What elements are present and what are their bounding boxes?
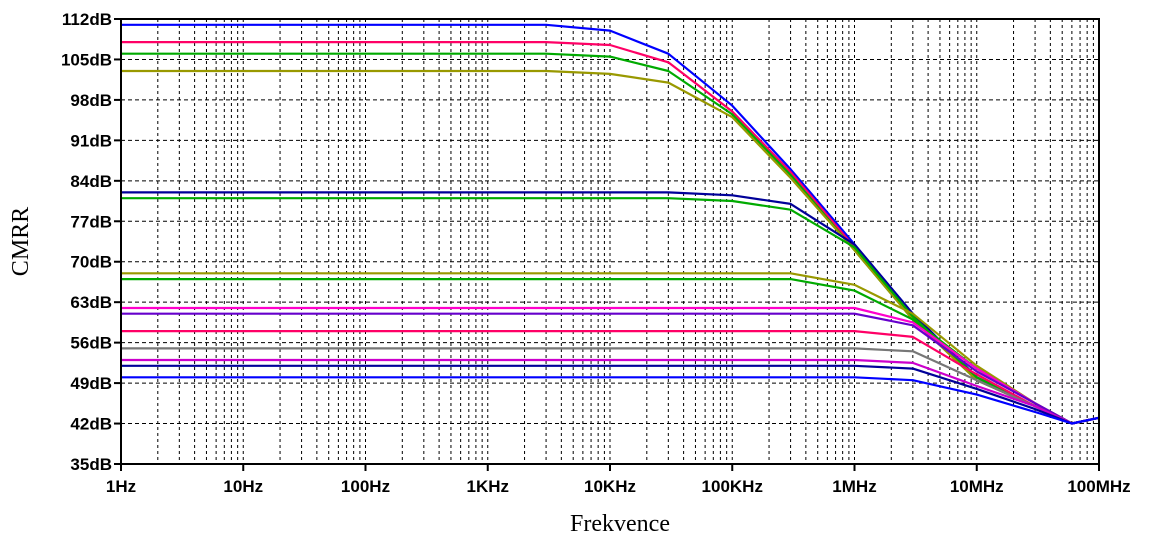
- x-tick-labels: 1Hz 10Hz 100Hz 1KHz 10KHz 100KHz 1MHz 10MHz 100M…: [106, 477, 1131, 496]
- x-tick-label: 100KHz: [702, 477, 763, 496]
- x-tick-label: 1KHz: [466, 477, 509, 496]
- y-tick-labels: 35dB 42dB 49dB 56dB 63dB 70dB 77dB 84dB 91dB 98dB…: [61, 10, 112, 474]
- x-tick-label: 1Hz: [106, 477, 136, 496]
- grid: [121, 19, 1099, 464]
- x-tick-label: 1MHz: [832, 477, 876, 496]
- series-line-15: [121, 376, 1100, 425]
- y-tick-label: 84dB: [70, 172, 112, 191]
- axis-ticks: [114, 18, 1100, 471]
- x-axis-title: Frekvence: [570, 511, 670, 537]
- y-tick-label: 35dB: [70, 455, 112, 474]
- y-tick-label: 91dB: [70, 131, 112, 150]
- y-tick-label: 42dB: [70, 415, 112, 434]
- x-tick-label: 10KHz: [584, 477, 636, 496]
- y-tick-label: 105dB: [61, 50, 112, 69]
- x-tick-label: 100Hz: [341, 477, 390, 496]
- y-tick-label: 49dB: [70, 374, 112, 393]
- x-tick-label: 100MHz: [1067, 477, 1130, 496]
- y-tick-label: 77dB: [70, 212, 112, 231]
- x-tick-label: 10Hz: [223, 477, 263, 496]
- y-axis-title: CMRR: [8, 207, 34, 276]
- x-tick-label: 10MHz: [950, 477, 1004, 496]
- series-lines: [121, 23, 1100, 425]
- y-tick-label: 63dB: [70, 293, 112, 312]
- y-tick-label: 112dB: [62, 10, 112, 29]
- y-tick-label: 70dB: [70, 253, 112, 272]
- y-tick-label: 56dB: [70, 334, 112, 353]
- y-tick-label: 98dB: [70, 91, 112, 110]
